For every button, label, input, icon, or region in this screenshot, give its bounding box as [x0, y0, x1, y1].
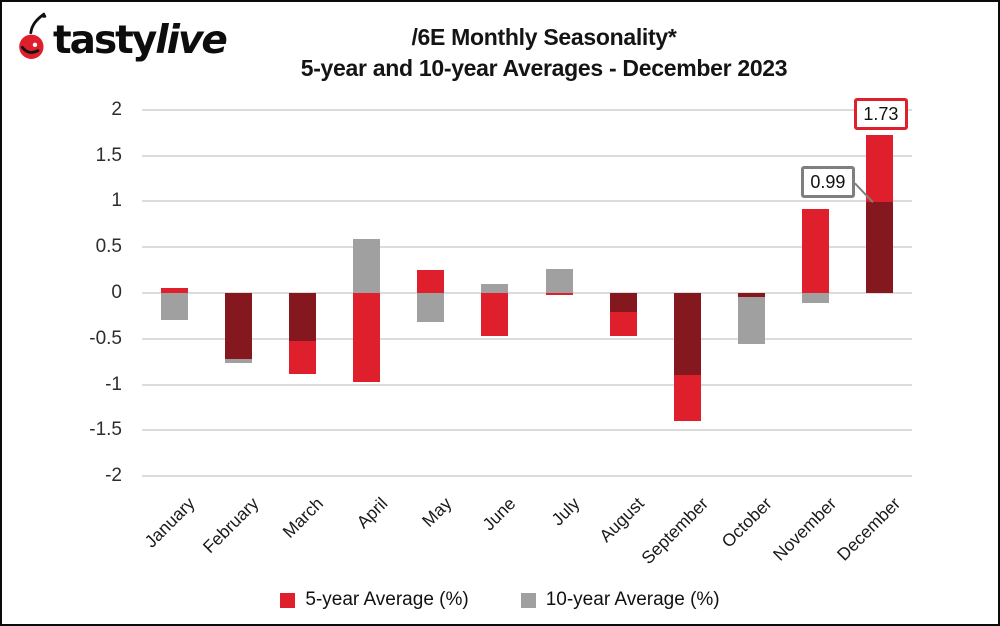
cherry-icon	[19, 12, 47, 59]
x-axis-label-september: September	[637, 493, 712, 568]
bar-segment-november	[802, 293, 830, 304]
bar-segment-march	[288, 340, 316, 374]
y-axis-label: -1	[105, 373, 122, 395]
bar-segment-june	[481, 283, 509, 293]
brand-wordmark: tastylive	[48, 18, 228, 64]
legend-swatch	[520, 592, 536, 608]
y-axis-label: -2	[105, 465, 122, 487]
bar-segment-january	[160, 293, 188, 320]
brand-live: live	[155, 18, 228, 63]
gridline	[142, 200, 912, 203]
bar-segment-august	[609, 312, 637, 337]
brand-tasty: tasty	[53, 18, 157, 63]
bar-segment-july	[545, 269, 573, 293]
legend: 5-year Average (%) 10-year Average (%)	[2, 589, 998, 611]
bar-segment-january	[160, 287, 188, 293]
x-axis-label-may: May	[417, 493, 456, 531]
bar-segment-april	[353, 238, 381, 293]
gridline	[142, 429, 912, 432]
x-axis-label-january: January	[140, 493, 199, 552]
bar-segment-september	[673, 374, 701, 422]
x-axis-label-november: November	[768, 493, 841, 565]
y-axis-label: 1	[111, 190, 122, 212]
x-axis-label-june: June	[478, 493, 520, 535]
x-axis-label-october: October	[717, 493, 777, 552]
gridline	[142, 154, 912, 157]
x-axis-label-july: July	[547, 493, 584, 530]
x-axis-label-august: August	[595, 493, 648, 546]
bar-segment-may	[417, 293, 445, 323]
bar-segment-december	[866, 202, 894, 293]
legend-label: 10-year Average (%)	[545, 589, 720, 610]
bar-segment-may	[417, 270, 445, 293]
bar-segment-october	[738, 293, 766, 297]
legend-item: 5-year Average (%)	[280, 589, 469, 611]
bar-segment-november	[802, 208, 830, 293]
annotation-0.99: 0.99	[800, 166, 855, 199]
legend-label: 5-year Average (%)	[305, 589, 469, 610]
chart-title: /6E Monthly Seasonality* 5-year and 10-y…	[144, 22, 944, 84]
gridline	[142, 383, 912, 386]
bar-segment-february	[224, 293, 252, 359]
gridline	[142, 292, 912, 294]
gridline	[142, 246, 912, 249]
y-axis-label: 2	[111, 98, 122, 120]
bar-segment-june	[481, 293, 509, 337]
x-axis-label-february: February	[199, 493, 263, 557]
gridline	[142, 337, 912, 340]
bar-segment-april	[353, 293, 381, 382]
y-axis-label: 0	[111, 282, 122, 303]
tastylive-logo: tastylive	[18, 12, 228, 64]
y-axis-label: -1.5	[89, 419, 122, 441]
x-axis-label-march: March	[278, 493, 327, 542]
bar-segment-september	[673, 293, 701, 375]
bar-segment-august	[609, 293, 637, 313]
bar-segment-february	[224, 358, 252, 363]
legend-swatch	[280, 592, 296, 608]
y-axis-label: 0.5	[95, 236, 122, 258]
y-axis-label: -0.5	[89, 327, 122, 349]
bar-segment-october	[738, 296, 766, 345]
x-axis-label-december: December	[833, 493, 905, 565]
gridline	[142, 108, 912, 111]
y-axis-label: 1.5	[95, 144, 122, 166]
x-axis-label-april: April	[352, 493, 392, 533]
chart-title-line1: /6E Monthly Seasonality*	[411, 24, 677, 50]
bar-segment-december	[866, 134, 894, 203]
bar-segment-july	[545, 293, 573, 295]
bar-segment-march	[288, 293, 316, 341]
gridline	[142, 475, 912, 478]
chart-title-line2: 5-year and 10-year Averages - December 2…	[300, 55, 788, 81]
legend-item: 10-year Average (%)	[520, 589, 720, 611]
annotation-1.73: 1.73	[853, 98, 908, 131]
